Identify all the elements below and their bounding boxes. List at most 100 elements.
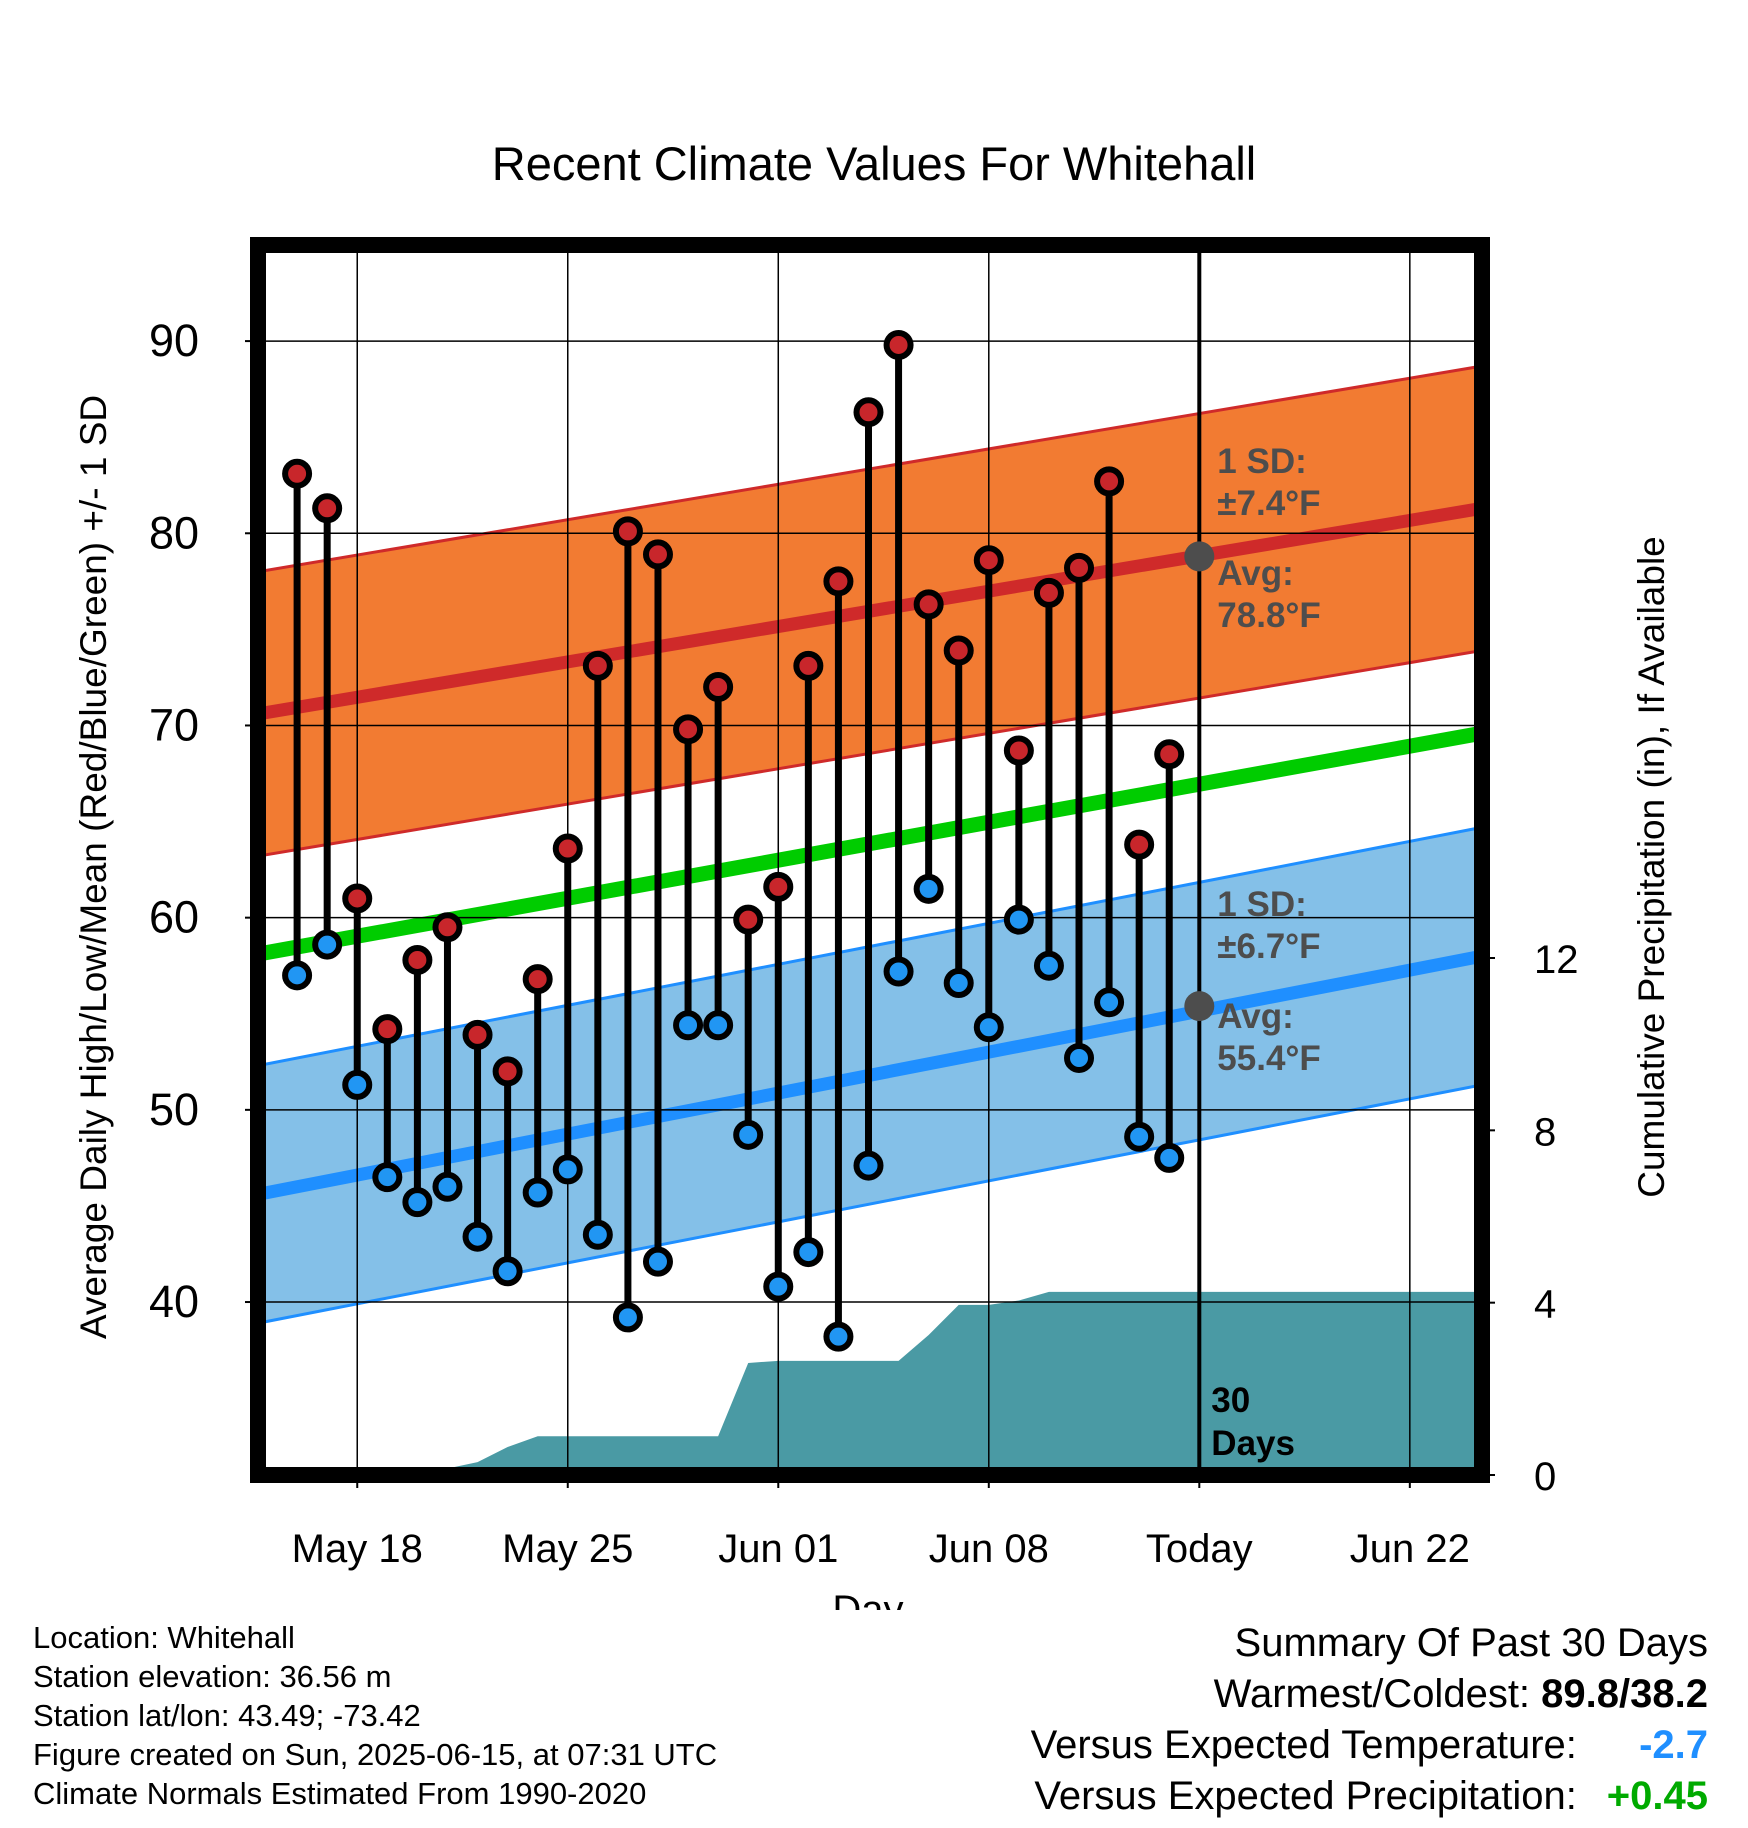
x-tick-label: May 18 — [292, 1527, 423, 1571]
daily-high-point — [1003, 735, 1034, 766]
temp-anomaly-label: Versus Expected Temperature: — [1030, 1723, 1577, 1767]
daily-high-point — [973, 545, 1004, 576]
daily-high-point — [943, 635, 974, 666]
y-tick-label-left: 80 — [149, 507, 199, 558]
daily-high-point — [913, 589, 944, 620]
figure-created: Figure created on Sun, 2025-06-15, at 07… — [33, 1737, 718, 1772]
y-tick-label-left: 60 — [149, 892, 199, 943]
x-tick-label: Jun 22 — [1350, 1527, 1470, 1571]
high-sd-label: 1 SD: — [1217, 442, 1306, 481]
daily-high-point — [673, 714, 704, 745]
daily-high-point — [342, 883, 373, 914]
y-axis-label-right: Cumulative Precipitation (in), If Availa… — [1631, 536, 1672, 1198]
daily-high-point — [793, 650, 824, 681]
daily-high-point — [402, 944, 433, 975]
x-tick-label: Jun 01 — [718, 1527, 838, 1571]
daily-high-point — [703, 672, 734, 703]
daily-high-point — [282, 458, 313, 489]
station-elevation: Station elevation: 36.56 m — [33, 1659, 392, 1694]
x-tick-label: Jun 08 — [929, 1527, 1049, 1571]
daily-high-point — [853, 397, 884, 428]
x-axis-label: Day — [832, 1588, 903, 1610]
daily-high-point — [522, 964, 553, 995]
daily-high-point — [763, 871, 794, 902]
today-high-avg-marker — [1184, 541, 1215, 572]
low-sd-value: ±6.7°F — [1217, 927, 1320, 966]
daily-high-point — [552, 833, 583, 864]
daily-low-point — [432, 1171, 463, 1202]
daily-low-point — [1094, 987, 1125, 1018]
window-label-count: 30 — [1211, 1381, 1250, 1420]
station-latlon: Station lat/lon: 43.49; -73.42 — [33, 1698, 421, 1733]
low-avg-label: Avg: — [1217, 997, 1293, 1036]
daily-low-point — [372, 1162, 403, 1193]
summary-title: Summary Of Past 30 Days — [1234, 1621, 1708, 1665]
daily-high-point — [1124, 829, 1155, 860]
y-tick-label-right: 4 — [1534, 1283, 1556, 1327]
today-low-avg-marker — [1184, 991, 1215, 1022]
daily-low-point — [913, 873, 944, 904]
warm-cold-value: 89.8/38.2 — [1541, 1672, 1708, 1716]
y-tick-label-right: 0 — [1534, 1455, 1556, 1499]
summary-panel: Summary Of Past 30 Days Warmest/Coldest:… — [1031, 1618, 1708, 1822]
daily-low-point — [312, 929, 343, 960]
station-location: Location: Whitehall — [33, 1620, 295, 1655]
daily-low-point — [282, 960, 313, 991]
axes: 40 50 60 70 80 90 0 4 8 12 May 18 May 25 Jun 01 Jun 0… — [149, 237, 1579, 1571]
daily-low-point — [823, 1321, 854, 1352]
daily-low-point — [1154, 1142, 1185, 1173]
daily-low-point — [733, 1119, 764, 1150]
warm-cold-label: Warmest/Coldest: — [1213, 1672, 1531, 1716]
daily-high-point — [1094, 466, 1125, 497]
daily-high-point — [462, 1019, 493, 1050]
daily-low-point — [793, 1237, 824, 1268]
y-tick-label-left: 90 — [149, 315, 199, 366]
y-axis-label-left: Average Daily High/Low/Mean (Red/Blue/Gr… — [73, 395, 114, 1339]
daily-low-point — [883, 956, 914, 987]
summary-temp-row: Versus Expected Temperature: -2.7 — [1031, 1720, 1708, 1771]
precipitation-area — [258, 1291, 1482, 1475]
daily-low-point — [853, 1150, 884, 1181]
daily-low-point — [642, 1246, 673, 1277]
daily-low-point — [703, 1010, 734, 1041]
daily-high-point — [582, 650, 613, 681]
daily-low-point — [1124, 1121, 1155, 1152]
daily-high-point — [372, 1014, 403, 1045]
precip-anomaly-value: +0.45 — [1606, 1774, 1708, 1818]
low-sd-label: 1 SD: — [1217, 885, 1306, 924]
daily-low-point — [763, 1271, 794, 1302]
daily-high-point — [733, 904, 764, 935]
y-tick-label-left: 40 — [149, 1276, 199, 1327]
daily-high-point — [1033, 577, 1064, 608]
daily-high-point — [883, 329, 914, 360]
precip-anomaly-label: Versus Expected Precipitation: — [1034, 1774, 1577, 1818]
daily-low-point — [973, 1012, 1004, 1043]
y-tick-label-right: 12 — [1534, 938, 1579, 982]
daily-low-point — [582, 1219, 613, 1250]
window-label-unit: Days — [1211, 1424, 1295, 1463]
daily-high-point — [642, 539, 673, 570]
daily-high-point — [312, 493, 343, 524]
high-avg-label: Avg: — [1217, 554, 1293, 593]
chart-title: Recent Climate Values For Whitehall — [492, 137, 1256, 190]
daily-high-point — [612, 516, 643, 547]
x-tick-label: Today — [1146, 1527, 1253, 1571]
y-tick-label-left: 50 — [149, 1084, 199, 1135]
station-info: Location: Whitehall Station elevation: 3… — [33, 1618, 717, 1813]
low-avg-value: 55.4°F — [1217, 1039, 1321, 1078]
daily-low-point — [1064, 1042, 1095, 1073]
temp-anomaly-value: -2.7 — [1639, 1723, 1708, 1767]
daily-low-point — [462, 1221, 493, 1252]
y-tick-label-right: 8 — [1534, 1110, 1556, 1154]
daily-high-point — [1064, 552, 1095, 583]
daily-low-point — [492, 1256, 523, 1287]
daily-low-point — [673, 1010, 704, 1041]
summary-precip-row: Versus Expected Precipitation: +0.45 — [1031, 1771, 1708, 1822]
daily-low-point — [552, 1154, 583, 1185]
daily-low-point — [612, 1302, 643, 1333]
climate-chart: Recent Climate Values For Whitehall 1 SD… — [73, 137, 1672, 1610]
y-tick-label-left: 70 — [149, 699, 199, 750]
daily-high-point — [432, 912, 463, 943]
